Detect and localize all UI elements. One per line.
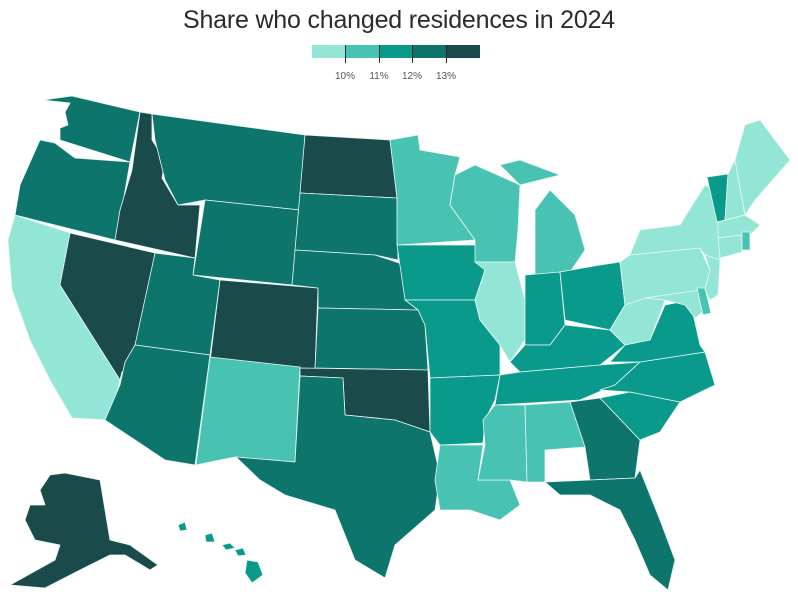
state-louisiana[interactable] <box>434 444 521 521</box>
legend-swatch-bin-2 <box>345 45 380 58</box>
state-colorado[interactable] <box>209 279 319 371</box>
legend-swatch-bin-3 <box>379 45 413 58</box>
state-ohio[interactable] <box>559 261 626 331</box>
color-legend: 10% 11% 12% 13% <box>312 45 480 85</box>
legend-bar <box>312 45 480 58</box>
legend-tick-label: 11% <box>369 71 389 82</box>
legend-tick <box>379 45 380 63</box>
legend-tick-label: 13% <box>435 71 457 82</box>
state-iowa[interactable] <box>396 244 486 301</box>
legend-tick <box>412 45 413 63</box>
state-washington[interactable] <box>42 95 141 163</box>
state-new-mexico[interactable] <box>195 356 301 466</box>
legend-tick-label: 12% <box>401 71 423 82</box>
state-texas[interactable] <box>235 375 441 579</box>
state-south-carolina[interactable] <box>599 391 681 441</box>
state-idaho[interactable] <box>114 111 201 259</box>
state-north-carolina[interactable] <box>599 351 716 403</box>
state-wyoming[interactable] <box>192 199 301 286</box>
state-south-dakota[interactable] <box>294 192 399 261</box>
legend-swatch-bin-5 <box>446 45 480 58</box>
state-new-york[interactable] <box>629 184 721 261</box>
state-delaware[interactable] <box>696 287 712 316</box>
state-north-dakota[interactable] <box>299 134 398 199</box>
state-hawaii[interactable] <box>177 521 264 584</box>
legend-swatch-bin-1 <box>312 45 346 58</box>
chart-title: Share who changed residences in 2024 <box>183 6 615 34</box>
legend-tick-label: 10% <box>334 71 356 82</box>
state-kansas[interactable] <box>314 307 429 371</box>
legend-tick <box>345 45 346 63</box>
legend-swatch-bin-4 <box>412 45 447 58</box>
state-connecticut[interactable] <box>717 234 743 259</box>
legend-tick <box>446 45 447 63</box>
state-illinois[interactable] <box>474 261 526 363</box>
state-montana[interactable] <box>151 113 306 211</box>
state-mississippi[interactable] <box>477 404 528 483</box>
state-maine[interactable] <box>734 119 791 216</box>
state-florida[interactable] <box>544 469 676 591</box>
state-rhode-island[interactable] <box>741 231 751 251</box>
state-alaska[interactable] <box>9 472 159 589</box>
